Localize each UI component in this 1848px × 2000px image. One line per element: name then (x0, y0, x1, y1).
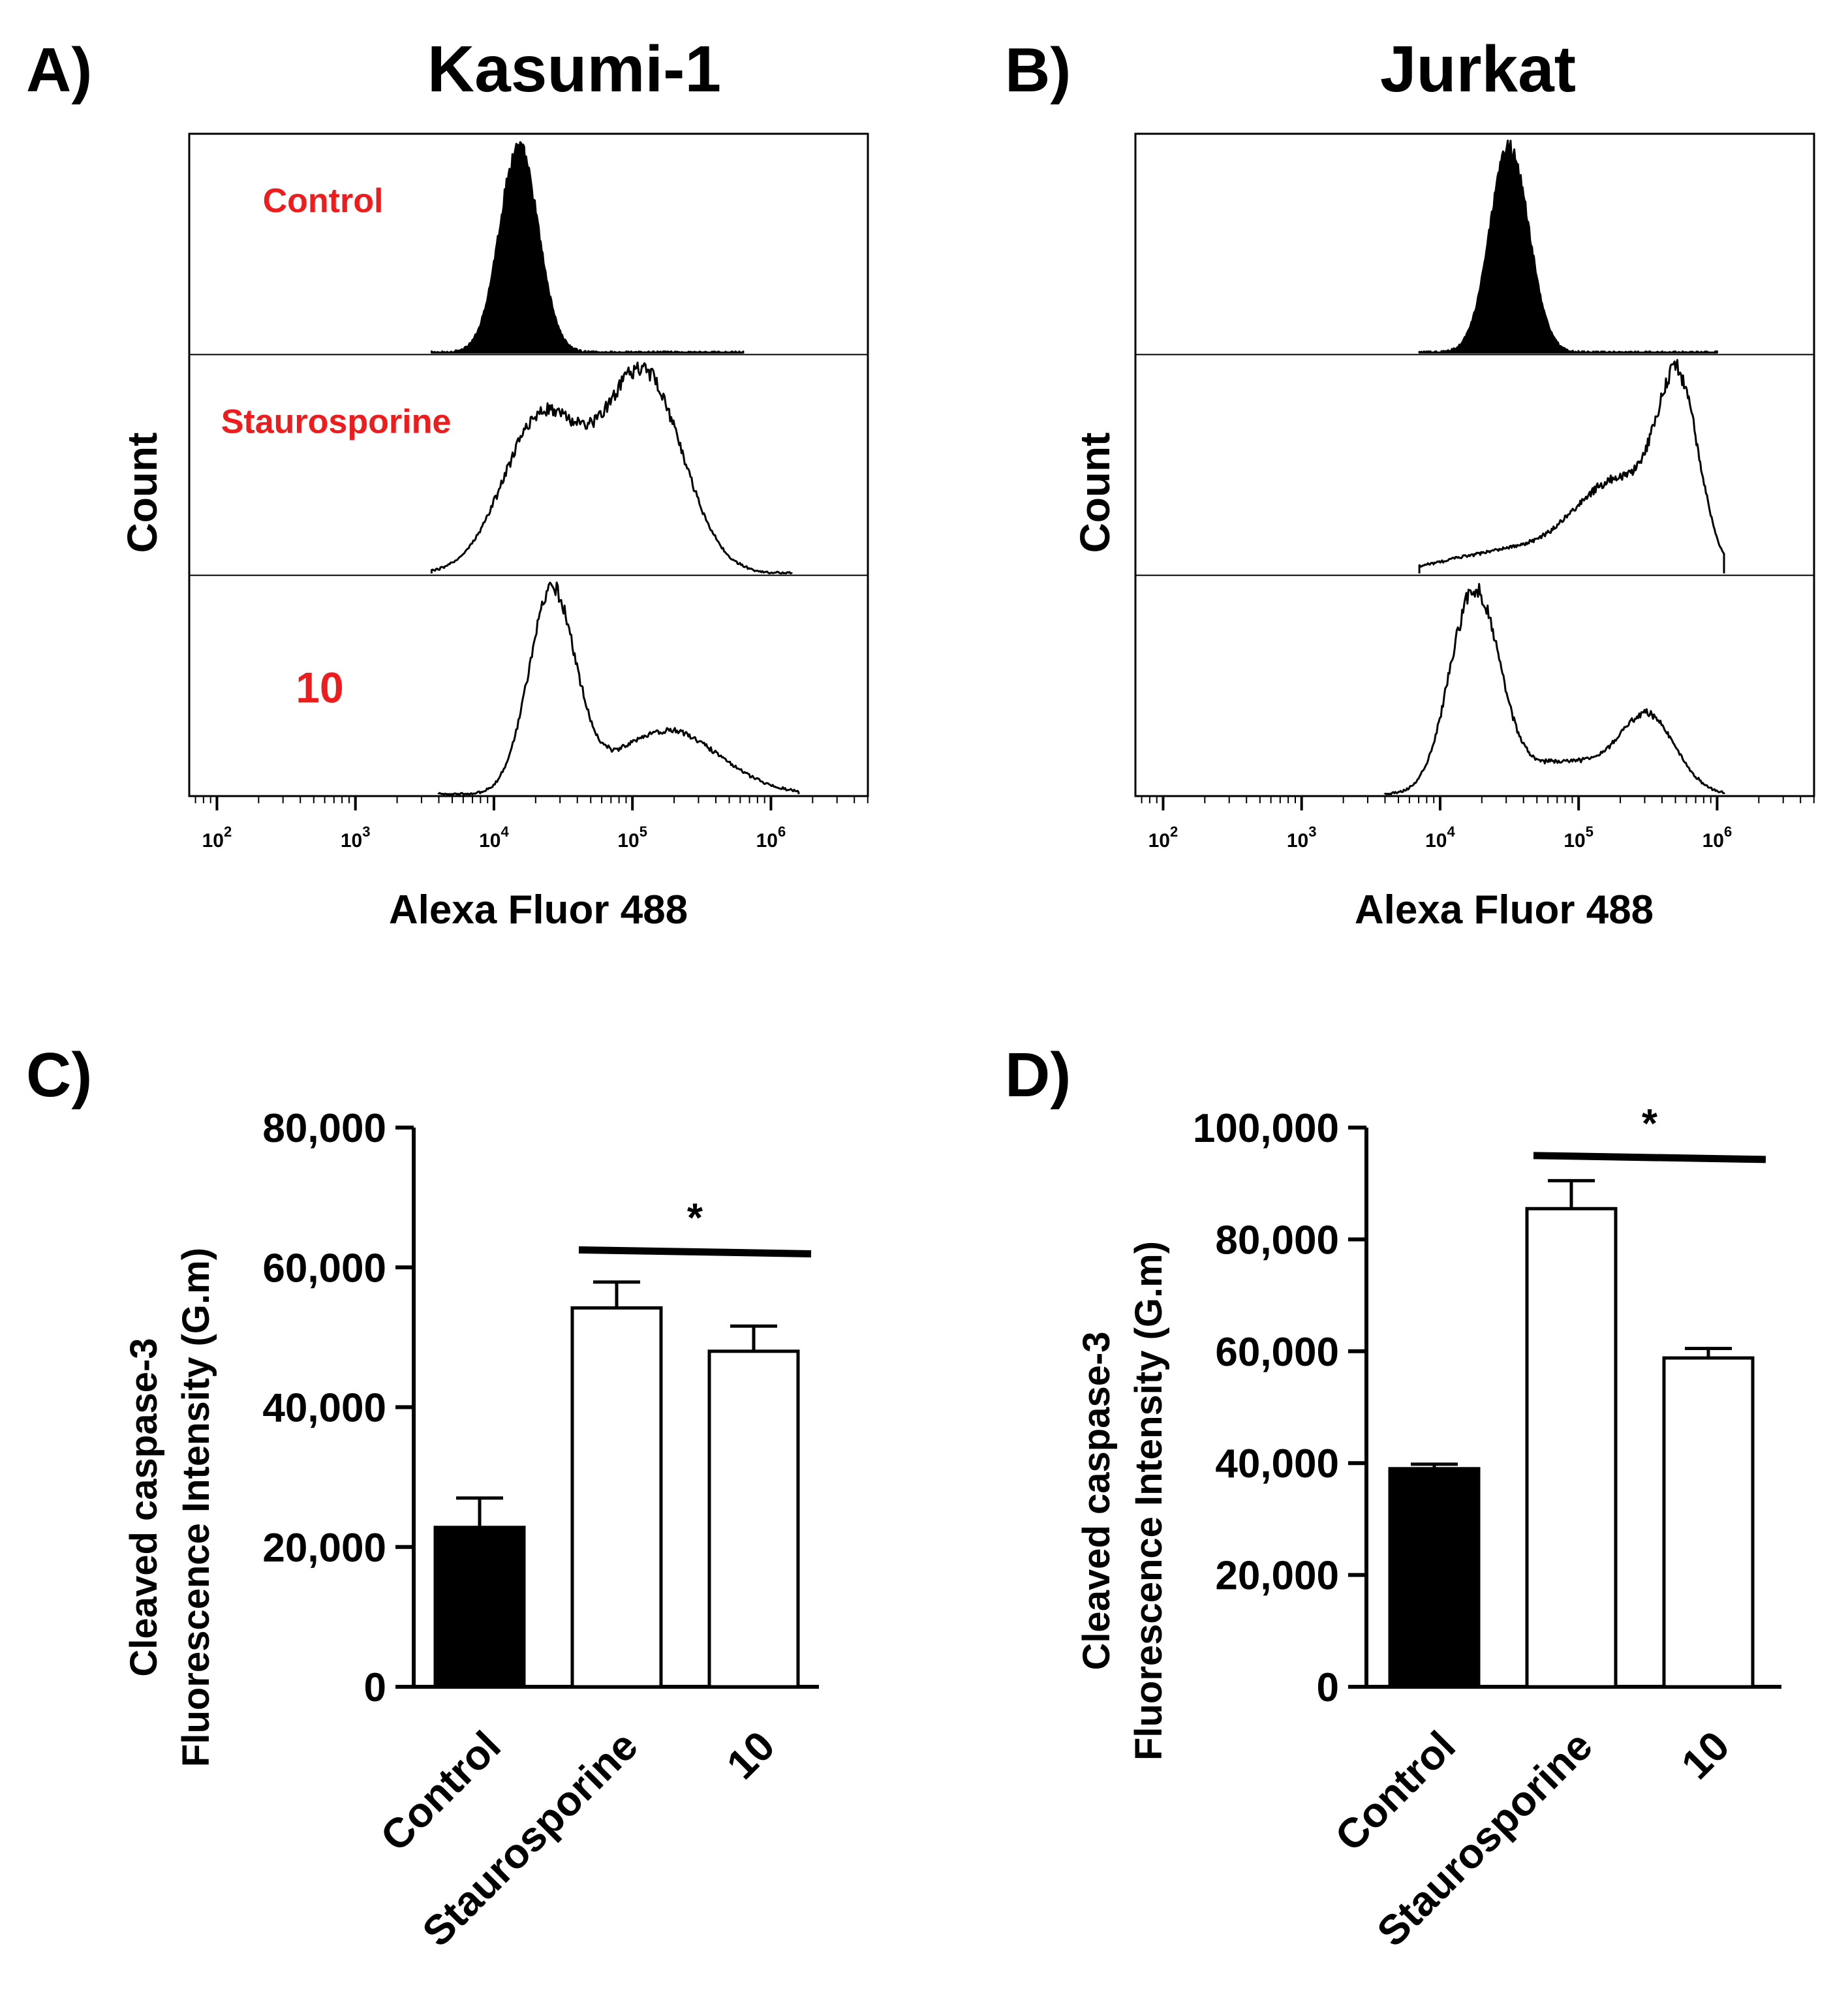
y-tick-label: 80,000 (262, 1106, 386, 1151)
panel-b-ylabel: Count (1071, 433, 1118, 553)
track-label: Staurosporine (221, 403, 452, 440)
panel-b-label: B) (1005, 35, 1071, 105)
panel-a-title: Kasumi-1 (427, 33, 721, 106)
y-tick-label: 20,000 (262, 1526, 386, 1571)
y-tick-label: 20,000 (1215, 1554, 1339, 1599)
histogram-curve-staurosporine (430, 362, 793, 575)
track-label: 10 (296, 664, 343, 712)
bar-staurosporine (570, 1306, 663, 1689)
histogram-curve-10 (437, 581, 800, 795)
significance-line (1533, 1152, 1766, 1163)
histogram-plot-b: 102 103 104 105 106 (1134, 132, 1815, 852)
bar-10 (707, 1349, 800, 1689)
panel-a: A) Kasumi-1 Control Staurosporine 10 102 103… (26, 33, 869, 932)
bar-control (1388, 1467, 1481, 1689)
panel-c-ylabel-line1: Cleaved caspase-3 (123, 1338, 165, 1676)
panel-c-ylabel-line2: Fluorescence Intensity (G.m) (175, 1248, 217, 1767)
panel-d-ylabel-line1: Cleaved caspase-3 (1075, 1331, 1118, 1670)
panel-b-xlabel: Alexa Fluor 488 (1355, 887, 1654, 932)
significance-star: * (1642, 1101, 1658, 1146)
bar-10 (1662, 1356, 1755, 1689)
bar-control (433, 1526, 526, 1689)
y-tick-label: 40,000 (262, 1386, 386, 1431)
x-tick-label: 103 (1287, 823, 1317, 852)
panel-c-label: C) (26, 1040, 92, 1110)
y-tick-label: 60,000 (262, 1246, 386, 1291)
x-tick-label: 106 (1702, 823, 1732, 852)
y-tick-label: 100,000 (1193, 1106, 1339, 1151)
panel-d-label: D) (1005, 1040, 1071, 1110)
panel-a-ylabel: Count (119, 433, 166, 553)
x-tick-label: 104 (479, 823, 509, 852)
x-tick-label: 105 (1563, 823, 1594, 852)
y-tick-label: 60,000 (1215, 1330, 1339, 1375)
y-tick-label: 0 (364, 1665, 386, 1710)
histogram-curve-track-1 (1418, 139, 1718, 354)
histogram-curve-control (430, 141, 745, 354)
x-tick-label: 106 (756, 823, 786, 852)
y-tick-label: 40,000 (1215, 1441, 1339, 1486)
x-tick-label: 103 (341, 823, 371, 852)
x-tick-label: 104 (1425, 823, 1455, 852)
x-tick-label: 105 (617, 823, 647, 852)
histogram-curve-track-3 (1383, 583, 1725, 795)
significance-star: * (687, 1195, 703, 1240)
significance-line (578, 1246, 812, 1257)
y-tick-label: 80,000 (1215, 1218, 1339, 1263)
histogram-plot-a: Control Staurosporine 10 102 103 104 105 106 (188, 132, 869, 852)
x-tick-label: 102 (1148, 823, 1178, 852)
panel-b: B) Jurkat 102 103 104 105 106 Count Alexa Fl… (1005, 33, 1815, 932)
x-tick-label: 102 (202, 823, 232, 852)
panel-a-label: A) (26, 35, 92, 105)
y-tick-label: 0 (1317, 1665, 1339, 1710)
histogram-curve-track-2 (1418, 359, 1725, 574)
panel-b-title: Jurkat (1380, 33, 1576, 106)
track-label: Control (263, 182, 384, 220)
panel-a-xlabel: Alexa Fluor 488 (389, 887, 688, 932)
bar-staurosporine (1525, 1207, 1618, 1689)
panel-d-ylabel-line2: Fluorescence Intensity (G.m) (1128, 1241, 1170, 1761)
